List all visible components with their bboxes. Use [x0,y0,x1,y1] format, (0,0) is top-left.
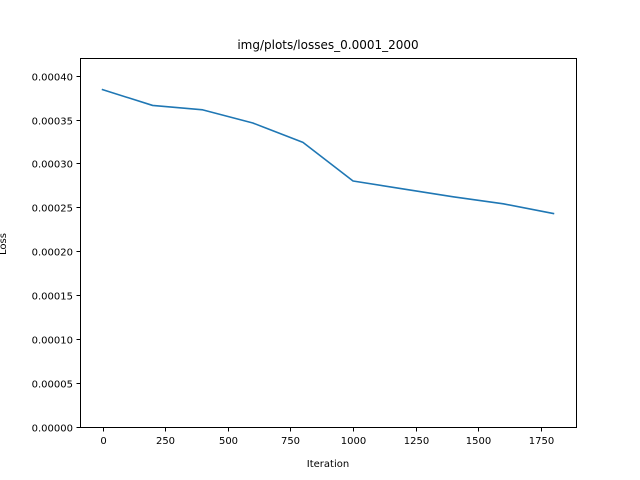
y-tick-label: 0.00015 [32,292,73,303]
y-axis: 0.00000 0.00005 0.00010 0.00015 0.00020 0.000… [32,73,81,435]
x-tick-label: 1250 [404,436,429,447]
y-tick-label: 0.00025 [32,204,73,215]
x-tick-label: 0 [100,436,106,447]
x-axis: 0 250 500 750 1000 1250 1500 1750 [100,427,554,447]
y-tick-label: 0.00040 [32,73,73,84]
plot-frame [80,58,577,428]
y-tick-label: 0.00030 [32,160,73,171]
x-tick-label: 1750 [529,436,554,447]
y-tick-label: 0.00000 [32,424,73,435]
y-tick-label: 0.00005 [32,380,73,391]
x-tick-label: 1500 [466,436,491,447]
y-tick-label: 0.00035 [32,117,73,128]
y-tick-label: 0.00020 [32,248,73,259]
x-tick-label: 1000 [341,436,366,447]
series-layer [101,88,555,215]
chart-title: img/plots/losses_0.0001_2000 [237,38,418,52]
x-tick-label: 750 [281,436,300,447]
x-axis-label: Iteration [307,459,349,470]
x-tick-label: 500 [219,436,238,447]
series-line [101,88,555,215]
x-tick-label: 250 [156,436,175,447]
y-axis-label: Loss [0,233,9,255]
y-tick-label: 0.00010 [32,336,73,347]
